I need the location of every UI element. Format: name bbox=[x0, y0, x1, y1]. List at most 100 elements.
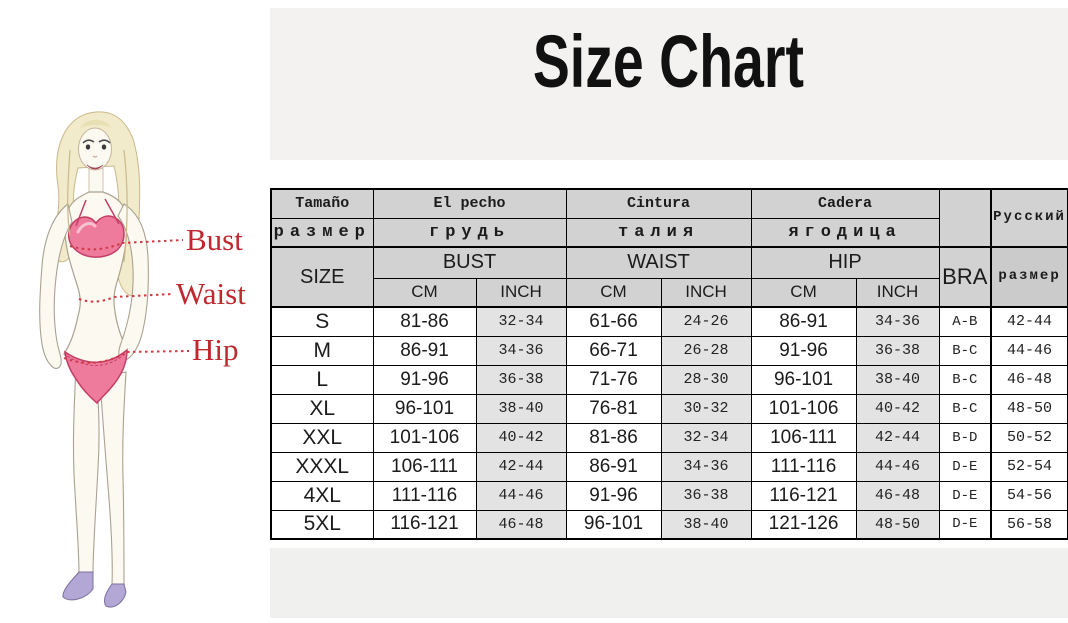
waist-cm-cell: 86-91 bbox=[565, 451, 662, 482]
header-empty-cell bbox=[938, 188, 992, 248]
hip-inch-cell: 40-42 bbox=[855, 393, 940, 424]
bust-inch-cell: 38-40 bbox=[475, 393, 567, 424]
waist-inch-cell: 30-32 bbox=[660, 393, 752, 424]
header-bust-inch: INCH bbox=[475, 277, 567, 308]
header-taliya: талия bbox=[565, 217, 752, 248]
bust-label: Bust bbox=[186, 222, 243, 257]
header-cadera: Cadera bbox=[750, 188, 940, 219]
ru-size-cell: 48-50 bbox=[990, 393, 1068, 424]
hip-cm-cell: 101-106 bbox=[750, 393, 857, 424]
table-row-xxl: XXL 101-106 40-42 81-86 32-34 106-111 42… bbox=[270, 422, 1068, 453]
waist-inch-cell: 32-34 bbox=[660, 422, 752, 453]
header-yagoditsa: ягодица bbox=[750, 217, 940, 248]
header-size: SIZE bbox=[270, 246, 374, 308]
hip-cm-cell: 86-91 bbox=[750, 306, 857, 337]
header-waist-cm: CM bbox=[565, 277, 662, 308]
hip-cm-cell: 116-121 bbox=[750, 480, 857, 511]
bra-cell: B-C bbox=[938, 393, 992, 424]
bust-cm-cell: 86-91 bbox=[372, 335, 477, 366]
waist-cm-cell: 76-81 bbox=[565, 393, 662, 424]
header-russian: Русский bbox=[990, 188, 1068, 248]
hip-cm-cell: 91-96 bbox=[750, 335, 857, 366]
header-waist: WAIST bbox=[565, 246, 752, 279]
measurement-lines bbox=[63, 239, 190, 364]
waist-inch-cell: 36-38 bbox=[660, 480, 752, 511]
bra-cell: D-E bbox=[938, 509, 992, 540]
waist-cm-cell: 96-101 bbox=[565, 509, 662, 540]
bra-cell: A-B bbox=[938, 306, 992, 337]
hip-inch-cell: 44-46 bbox=[855, 451, 940, 482]
ru-size-cell: 52-54 bbox=[990, 451, 1068, 482]
size-cell: XXXL bbox=[270, 451, 374, 482]
table-row-s: S 81-86 32-34 61-66 24-26 86-91 34-36 A-… bbox=[270, 306, 1068, 337]
bra-cell: B-D bbox=[938, 422, 992, 453]
bust-inch-cell: 32-34 bbox=[475, 306, 567, 337]
hip-inch-cell: 34-36 bbox=[855, 306, 940, 337]
bust-inch-cell: 34-36 bbox=[475, 335, 567, 366]
size-cell: XXL bbox=[270, 422, 374, 453]
header-bust: BUST bbox=[372, 246, 567, 279]
left-heel bbox=[62, 571, 94, 601]
hip-inch-cell: 38-40 bbox=[855, 364, 940, 395]
size-cell: S bbox=[270, 306, 374, 337]
waist-inch-cell: 26-28 bbox=[660, 335, 752, 366]
bust-cm-cell: 96-101 bbox=[372, 393, 477, 424]
torso-shape bbox=[63, 191, 129, 371]
table-row-l: L 91-96 36-38 71-76 28-30 96-101 38-40 B… bbox=[270, 364, 1068, 395]
table-row-xl: XL 96-101 38-40 76-81 30-32 101-106 40-4… bbox=[270, 393, 1068, 424]
page-title: Size Chart bbox=[268, 6, 1068, 116]
hip-cm-cell: 111-116 bbox=[750, 451, 857, 482]
header-razmer: размер bbox=[270, 217, 374, 248]
header-waist-inch: INCH bbox=[660, 277, 752, 308]
hip-inch-cell: 48-50 bbox=[855, 509, 940, 540]
waist-inch-cell: 38-40 bbox=[660, 509, 752, 540]
left-arm bbox=[39, 203, 73, 369]
header-bra: BRA bbox=[938, 246, 992, 308]
size-cell: L bbox=[270, 364, 374, 395]
hip-cm-cell: 121-126 bbox=[750, 509, 857, 540]
hip-cm-cell: 96-101 bbox=[750, 364, 857, 395]
header-hip: HIP bbox=[750, 246, 940, 279]
page-title-text: Size Chart bbox=[532, 19, 804, 103]
face-shape bbox=[78, 127, 112, 171]
header-hip-cm: CM bbox=[750, 277, 857, 308]
bust-inch-cell: 36-38 bbox=[475, 364, 567, 395]
bust-inch-cell: 46-48 bbox=[475, 509, 567, 540]
size-chart-table: Tamaño El pecho Cintura Cadera Русский р… bbox=[270, 188, 1068, 540]
bust-cm-cell: 111-116 bbox=[372, 480, 477, 511]
right-leg bbox=[99, 371, 127, 587]
bra-cell: B-C bbox=[938, 364, 992, 395]
header-russian-size: размер bbox=[990, 246, 1068, 308]
bra-cell: D-E bbox=[938, 480, 992, 511]
hip-inch-cell: 46-48 bbox=[855, 480, 940, 511]
hip-cm-cell: 106-111 bbox=[750, 422, 857, 453]
figure-area: Bust Waist Hip bbox=[0, 0, 270, 618]
waist-cm-cell: 61-66 bbox=[565, 306, 662, 337]
waist-inch-cell: 28-30 bbox=[660, 364, 752, 395]
bust-inch-cell: 44-46 bbox=[475, 480, 567, 511]
waist-cm-cell: 91-96 bbox=[565, 480, 662, 511]
bust-inch-cell: 40-42 bbox=[475, 422, 567, 453]
header-bust-cm: CM bbox=[372, 277, 477, 308]
size-cell: XL bbox=[270, 393, 374, 424]
bra-cell: B-C bbox=[938, 335, 992, 366]
waist-label: Waist bbox=[176, 276, 246, 311]
bust-cm-cell: 81-86 bbox=[372, 306, 477, 337]
bust-cm-cell: 101-106 bbox=[372, 422, 477, 453]
bottom-panel bbox=[268, 548, 1068, 618]
header-hip-inch: INCH bbox=[855, 277, 940, 308]
ru-size-cell: 42-44 bbox=[990, 306, 1068, 337]
header-cintura: Cintura bbox=[565, 188, 752, 219]
hip-inch-cell: 36-38 bbox=[855, 335, 940, 366]
waist-inch-cell: 24-26 bbox=[660, 306, 752, 337]
waist-cm-cell: 66-71 bbox=[565, 335, 662, 366]
header-grud: грудь bbox=[372, 217, 567, 248]
header-el-pecho: El pecho bbox=[372, 188, 567, 219]
ru-size-cell: 54-56 bbox=[990, 480, 1068, 511]
bra-cell: D-E bbox=[938, 451, 992, 482]
size-cell: M bbox=[270, 335, 374, 366]
right-heel bbox=[103, 583, 127, 608]
bust-cm-cell: 106-111 bbox=[372, 451, 477, 482]
table-row-4xl: 4XL 111-116 44-46 91-96 36-38 116-121 46… bbox=[270, 480, 1068, 511]
bust-inch-cell: 42-44 bbox=[475, 451, 567, 482]
